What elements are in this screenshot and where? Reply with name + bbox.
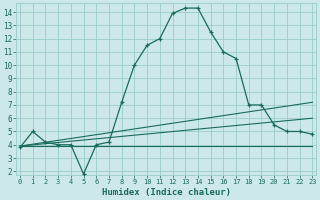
X-axis label: Humidex (Indice chaleur): Humidex (Indice chaleur) (102, 188, 231, 197)
